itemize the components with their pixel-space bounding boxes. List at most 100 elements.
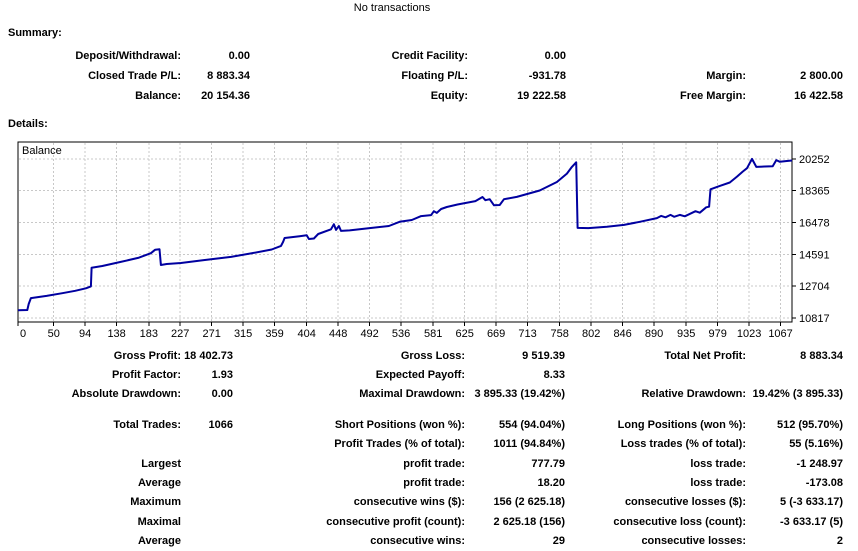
details-row: Gross Profit: 18 402.73 Gross Loss: 9 51…	[0, 346, 843, 365]
value-gross-loss: 9 519.39	[522, 349, 565, 362]
value-consecutive-loss: -3 633.17 (5)	[780, 515, 843, 528]
label-margin: Margin:	[706, 70, 746, 82]
page-title: No transactions	[353, 2, 431, 14]
y-tick-label: 16478	[799, 218, 830, 230]
value-average-profit-trade: 18.20	[537, 477, 565, 490]
x-tick-label: 50	[48, 328, 60, 340]
label-maximal-drawdown: Maximal Drawdown:	[359, 388, 465, 401]
x-tick-label: 138	[107, 328, 125, 340]
label-relative-drawdown: Relative Drawdown:	[641, 388, 746, 401]
label-equity: Equity:	[430, 90, 468, 102]
x-tick-label: 669	[487, 328, 505, 340]
details-row: Maximum consecutive wins ($): 156 (2 625…	[0, 493, 843, 512]
value-short-positions: 554 (94.04%)	[498, 418, 565, 431]
label-total-trades: Total Trades:	[113, 418, 181, 431]
x-tick-label: 758	[551, 328, 569, 340]
details-row: Largest profit trade: 777.79 loss trade:…	[0, 454, 843, 473]
value-profit-factor: 1.93	[211, 369, 233, 382]
value-relative-drawdown: 19.42% (3 895.33)	[752, 388, 843, 401]
label-long-positions: Long Positions (won %):	[617, 418, 746, 431]
x-tick-label: 890	[645, 328, 663, 340]
label-average: Average	[137, 477, 181, 490]
value-expected-payoff: 8.33	[543, 369, 565, 382]
value-equity: 19 222.58	[517, 90, 566, 102]
y-tick-label: 14591	[799, 249, 830, 261]
value-profit-trades: 1011 (94.84%)	[493, 438, 565, 451]
details-row: Profit Trades (% of total): 1011 (94.84%…	[0, 435, 843, 454]
label-average-loss-trade: loss trade:	[690, 477, 746, 490]
x-tick-label: 404	[298, 328, 316, 340]
label-deposit-withdrawal: Deposit/Withdrawal:	[75, 50, 181, 62]
label-balance: Balance:	[135, 90, 181, 102]
details-row: Average profit trade: 18.20 loss trade: …	[0, 473, 843, 492]
label-avg-consecutive-losses: consecutive losses:	[641, 535, 746, 548]
label-profit-trades: Profit Trades (% of total):	[334, 438, 465, 451]
x-tick-label: 536	[392, 328, 410, 340]
label-consecutive-losses: consecutive losses ($):	[624, 496, 746, 509]
value-long-positions: 512 (95.70%)	[776, 418, 843, 431]
value-largest-loss-trade: -1 248.97	[796, 457, 843, 470]
value-total-net-profit: 8 883.34	[800, 349, 843, 362]
label-credit-facility: Credit Facility:	[391, 50, 468, 62]
label-free-margin: Free Margin:	[679, 90, 746, 102]
x-tick-label: 492	[360, 328, 378, 340]
value-total-trades: 1066	[208, 418, 233, 431]
value-consecutive-losses: 5 (-3 633.17)	[780, 496, 843, 509]
label-short-positions: Short Positions (won %):	[334, 418, 465, 431]
value-loss-trades: 55 (5.16%)	[789, 438, 843, 451]
x-tick-label: 0	[20, 328, 26, 340]
x-tick-label: 183	[140, 328, 158, 340]
details-row: Average consecutive wins: 29 consecutive…	[0, 532, 843, 551]
label-loss-trades: Loss trades (% of total):	[620, 438, 746, 451]
y-tick-label: 10817	[799, 313, 830, 325]
x-tick-label: 625	[455, 328, 473, 340]
label-average2: Average	[137, 535, 181, 548]
details-row: Absolute Drawdown: 0.00 Maximal Drawdown…	[0, 385, 843, 404]
label-gross-loss: Gross Loss:	[400, 349, 465, 362]
details-row: Maximal consecutive profit (count): 2 62…	[0, 512, 843, 531]
x-tick-label: 846	[613, 328, 631, 340]
label-absolute-drawdown: Absolute Drawdown:	[71, 388, 181, 401]
details-heading: Details:	[8, 118, 48, 130]
x-tick-label: 227	[171, 328, 189, 340]
summary-row: Deposit/Withdrawal: 0.00 Credit Facility…	[0, 46, 843, 66]
x-tick-label: 713	[518, 328, 536, 340]
label-gross-profit: Gross Profit:	[113, 349, 181, 362]
x-tick-label: 802	[582, 328, 600, 340]
x-tick-label: 271	[202, 328, 220, 340]
value-floating-pl: -931.78	[528, 70, 566, 82]
value-closed-trade-pl: 8 883.34	[207, 70, 250, 82]
y-tick-label: 12704	[799, 281, 830, 293]
x-tick-label: 448	[329, 328, 347, 340]
label-avg-consecutive-wins: consecutive wins:	[370, 535, 465, 548]
value-average-loss-trade: -173.08	[805, 477, 843, 490]
value-credit-facility: 0.00	[544, 50, 566, 62]
value-margin: 2 800.00	[800, 70, 843, 82]
value-balance: 20 154.36	[201, 90, 250, 102]
x-tick-label: 935	[677, 328, 695, 340]
x-tick-label: 94	[79, 328, 91, 340]
value-maximal-drawdown: 3 895.33 (19.42%)	[474, 388, 565, 401]
label-total-net-profit: Total Net Profit:	[664, 349, 746, 362]
value-deposit-withdrawal: 0.00	[228, 50, 250, 62]
x-tick-label: 979	[708, 328, 726, 340]
summary-row: Closed Trade P/L: 8 883.34 Floating P/L:…	[0, 66, 843, 86]
x-tick-label: 1023	[737, 328, 761, 340]
y-tick-label: 18365	[799, 186, 830, 198]
label-largest-loss-trade: loss trade:	[690, 457, 746, 470]
value-consecutive-wins: 156 (2 625.18)	[493, 496, 565, 509]
value-largest-profit-trade: 777.79	[531, 457, 565, 470]
label-consecutive-loss: consecutive loss (count):	[613, 515, 746, 528]
label-expected-payoff: Expected Payoff:	[375, 369, 465, 382]
label-consecutive-wins: consecutive wins ($):	[353, 496, 465, 509]
value-avg-consecutive-losses: 2	[836, 535, 843, 548]
details-table: Gross Profit: 18 402.73 Gross Loss: 9 51…	[0, 346, 843, 551]
x-tick-label: 581	[424, 328, 442, 340]
balance-chart: 20252 18365 16478 14591 12704 10817 0 50 94 138 18…	[17, 141, 830, 340]
value-consecutive-profit: 2 625.18 (156)	[493, 515, 565, 528]
label-profit-factor: Profit Factor:	[111, 369, 181, 382]
label-largest: Largest	[141, 457, 181, 470]
label-closed-trade-pl: Closed Trade P/L:	[88, 70, 181, 82]
label-floating-pl: Floating P/L:	[401, 70, 468, 82]
